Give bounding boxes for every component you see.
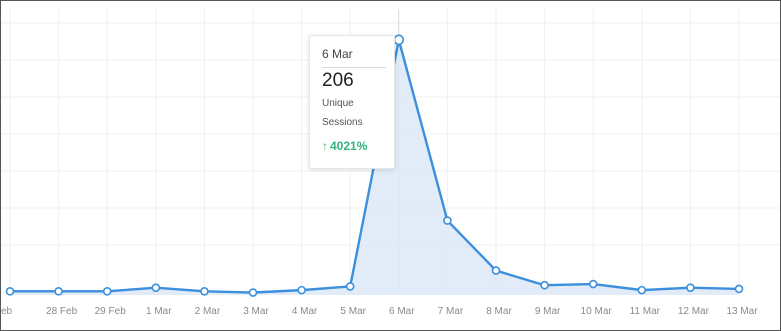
x-tick-label: 11 Mar (630, 306, 661, 317)
x-tick-label: 3 Mar (243, 306, 269, 317)
data-point (5, 287, 15, 296)
x-tick-label: 28 Feb (46, 306, 78, 317)
data-point (637, 285, 647, 295)
data-point (151, 283, 161, 292)
tooltip-value: 206 (322, 70, 354, 91)
x-tick-label: 8 Mar (486, 306, 512, 317)
data-point (443, 216, 452, 225)
data-point (540, 280, 549, 290)
tooltip-change: ↑ 4021% (322, 138, 394, 154)
x-tick-label: 29 Feb (95, 306, 127, 317)
data-point (248, 288, 258, 297)
data-point (491, 266, 501, 275)
tooltip-metric: Unique Sessions (322, 98, 363, 128)
arrow-up-icon: ↑ (322, 139, 328, 153)
point-layer (5, 34, 744, 297)
x-tick-label: 6 Mar (389, 306, 415, 317)
x-tick-label: 12 Mar (678, 306, 710, 317)
x-tick-label: 7 Mar (438, 306, 464, 317)
x-axis-ticks: eb 28 Feb 29 Feb 1 Mar 2 Mar 3 Mar 4 Mar 5 Mar 6… (1, 306, 758, 317)
x-tick-label: 2 Mar (195, 306, 221, 317)
x-tick-label: 5 Mar (340, 306, 366, 317)
x-tick-label: eb (1, 306, 13, 317)
data-point (297, 285, 306, 295)
data-point (686, 283, 695, 292)
x-tick-label: 4 Mar (292, 306, 318, 317)
data-point (393, 34, 405, 46)
tooltip-divider (322, 67, 386, 68)
x-tick-label: 10 Mar (581, 306, 613, 317)
tooltip-change-value: 4021% (330, 139, 368, 153)
tooltip-date: 6 Mar (322, 47, 353, 61)
x-tick-label: 13 Mar (726, 306, 758, 317)
data-point (200, 287, 209, 296)
data-point (345, 282, 355, 291)
data-tooltip: 6 Mar 206 Unique Sessions ↑ 4021% (309, 35, 395, 169)
x-tick-label: 1 Mar (146, 306, 172, 317)
data-point (54, 287, 63, 296)
data-point (588, 279, 598, 289)
data-point (734, 284, 744, 294)
x-tick-label: 9 Mar (535, 306, 561, 317)
data-point (102, 287, 112, 296)
